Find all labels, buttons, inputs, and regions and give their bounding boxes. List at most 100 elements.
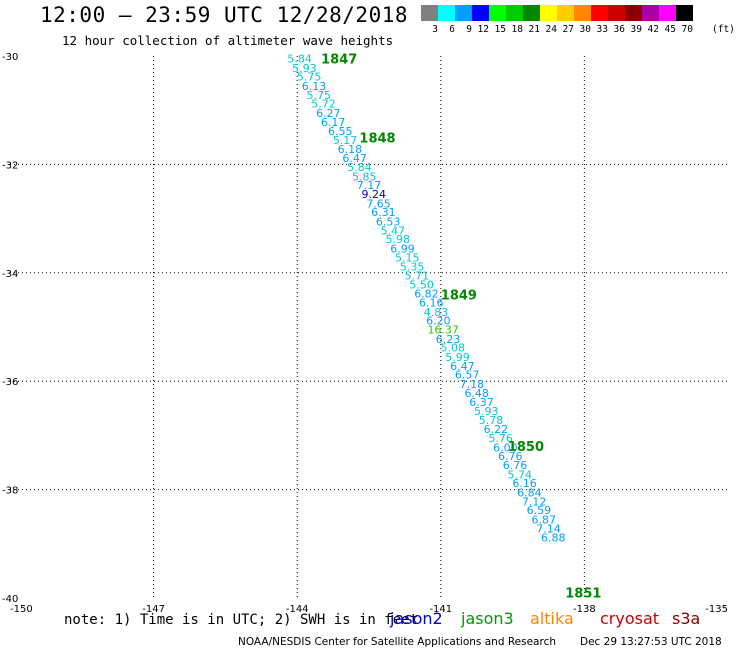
wave-height-point: 6.27 <box>316 107 341 120</box>
wave-height-point: 5.47 <box>381 225 406 238</box>
wave-height-point: 5.85 <box>352 170 377 183</box>
color-scale-tick: 18 <box>511 24 523 35</box>
wave-height-point: 6.48 <box>464 387 489 400</box>
color-scale-swatch: 9 <box>455 5 472 35</box>
wave-height-point: 5.15 <box>395 252 420 265</box>
wave-height-point: 5.84 <box>287 53 312 66</box>
wave-height-point: 5.74 <box>508 468 533 481</box>
wave-height-point: 6.59 <box>527 504 552 517</box>
wave-height-point: 6.87 <box>531 513 556 526</box>
wave-height-point: 7.17 <box>357 179 382 192</box>
wave-height-point: 6.00 <box>493 441 518 454</box>
satellite-label-jason3: jason3 <box>461 609 514 628</box>
x-tick-label: -135 <box>705 604 728 615</box>
wave-height-point: 6.99 <box>390 242 415 255</box>
color-scale-tick: 12 <box>477 24 489 35</box>
wave-height-point: 5.78 <box>479 414 504 427</box>
color-scale-tick: 30 <box>579 24 591 35</box>
axis-tick-labels: -150 -147 -144 -141 -138 -135 -30 -32 -34 -36 -38 -… <box>2 52 728 615</box>
color-scale-tick: 70 <box>681 24 693 35</box>
wave-height-point: 6.84 <box>517 486 542 499</box>
color-scale-swatch: 24 <box>540 5 557 35</box>
footer-credit: NOAA/NESDIS Center for Satellite Applica… <box>238 636 556 648</box>
wave-height-point: 6.31 <box>371 206 396 219</box>
wave-height-point: 5.99 <box>445 351 470 364</box>
x-tick-label: -144 <box>286 604 309 615</box>
wave-height-point: 5.08 <box>441 342 466 355</box>
time-annotation: 1850 <box>508 440 544 455</box>
y-tick-label: -38 <box>2 486 18 497</box>
wave-height-point: 7.12 <box>522 496 547 509</box>
x-tick-label: -150 <box>10 604 33 615</box>
wave-height-point: 6.37 <box>469 396 494 409</box>
wave-height-point: 6.13 <box>302 80 327 93</box>
wave-height-points: 5.845.935.756.135.755.726.276.176.555.17… <box>287 53 565 545</box>
color-scale-tick: 6 <box>449 24 455 35</box>
color-scale-swatch: 21 <box>523 5 540 35</box>
wave-height-point: 5.76 <box>488 432 513 445</box>
wave-height-point: 6.16 <box>419 297 444 310</box>
time-annotations: 1847 1848 1849 1850 1851 <box>321 53 601 602</box>
color-scale-swatch: 27 <box>557 5 574 35</box>
x-tick-label: -141 <box>429 604 452 615</box>
y-tick-label: -30 <box>2 52 18 63</box>
wave-height-point: 5.35 <box>400 260 425 273</box>
color-scale-swatch: 12 <box>472 5 489 35</box>
wave-height-point: 6.88 <box>541 531 566 544</box>
color-scale-legend: 3 6 9 12 15 18 21 24 27 30 33 36 39 42 45 70 <box>421 5 693 35</box>
wave-height-point: 6.47 <box>450 360 475 373</box>
color-scale-tick: 27 <box>562 24 574 35</box>
wave-height-point: 5.17 <box>333 134 358 147</box>
footer-timestamp: Dec 29 13:27:53 UTC 2018 <box>580 636 722 648</box>
color-scale-swatch: 36 <box>608 5 625 35</box>
color-scale-tick: 24 <box>545 24 557 35</box>
page-subtitle: 12 hour collection of altimeter wave hei… <box>62 33 394 48</box>
y-tick-label: -32 <box>2 160 18 171</box>
wave-height-point: 6.53 <box>376 215 401 228</box>
wave-height-point: 5.93 <box>292 62 317 75</box>
x-tick-label: -138 <box>573 604 596 615</box>
color-scale-swatch: 6 <box>438 5 455 35</box>
wave-height-point: 6.82 <box>414 287 439 300</box>
wave-height-point: 5.72 <box>311 98 336 111</box>
wave-height-point: 6.76 <box>498 450 523 463</box>
wave-height-point: 5.75 <box>297 71 322 84</box>
wave-height-point: 7.18 <box>460 378 485 391</box>
page-title: 12:00 — 23:59 UTC 12/28/2018 <box>40 3 409 27</box>
wave-height-point: 6.18 <box>338 143 363 156</box>
wave-height-point: 6.57 <box>455 369 480 382</box>
wave-height-point: 6.47 <box>342 152 367 165</box>
color-scale-swatch: 45 <box>659 5 676 35</box>
wave-height-point: 5.93 <box>474 405 499 418</box>
color-scale-swatch: 39 <box>625 5 642 35</box>
wave-height-point: 7.14 <box>536 523 561 536</box>
x-tick-label: -147 <box>142 604 165 615</box>
color-scale-tick: 39 <box>630 24 642 35</box>
wave-height-point: 4.83 <box>424 306 449 319</box>
time-annotation: 1847 <box>321 53 357 68</box>
color-scale-swatch: 33 <box>591 5 608 35</box>
wave-height-point: 16.37 <box>427 324 459 337</box>
satellite-label-cryosat: cryosat <box>600 609 660 628</box>
y-tick-label: -40 <box>2 594 18 605</box>
time-annotation: 1848 <box>359 131 395 146</box>
color-scale-tick: 36 <box>613 24 625 35</box>
color-scale-tick: 15 <box>494 24 506 35</box>
wave-height-point: 5.84 <box>347 161 372 174</box>
satellite-label-s3a: s3a <box>672 609 701 628</box>
wave-height-point: 6.16 <box>512 477 537 490</box>
color-scale-tick: 3 <box>432 24 438 35</box>
footer-note: note: 1) Time is in UTC; 2) SWH is in fe… <box>64 612 419 628</box>
time-annotation: 1849 <box>441 288 477 303</box>
satellite-label-jason2: jason2 <box>390 609 443 628</box>
wave-height-point: 6.20 <box>426 314 451 327</box>
time-annotation: 1851 <box>565 587 601 602</box>
wave-height-point: 5.75 <box>306 89 331 102</box>
color-scale-swatch: 18 <box>506 5 523 35</box>
color-scale-swatch: 15 <box>489 5 506 35</box>
color-scale-unit: (ft) <box>712 24 735 35</box>
color-scale-tick: 33 <box>596 24 608 35</box>
color-scale-swatch: 70 <box>676 5 693 35</box>
y-tick-label: -36 <box>2 377 18 388</box>
wave-height-point: 6.17 <box>321 116 346 129</box>
